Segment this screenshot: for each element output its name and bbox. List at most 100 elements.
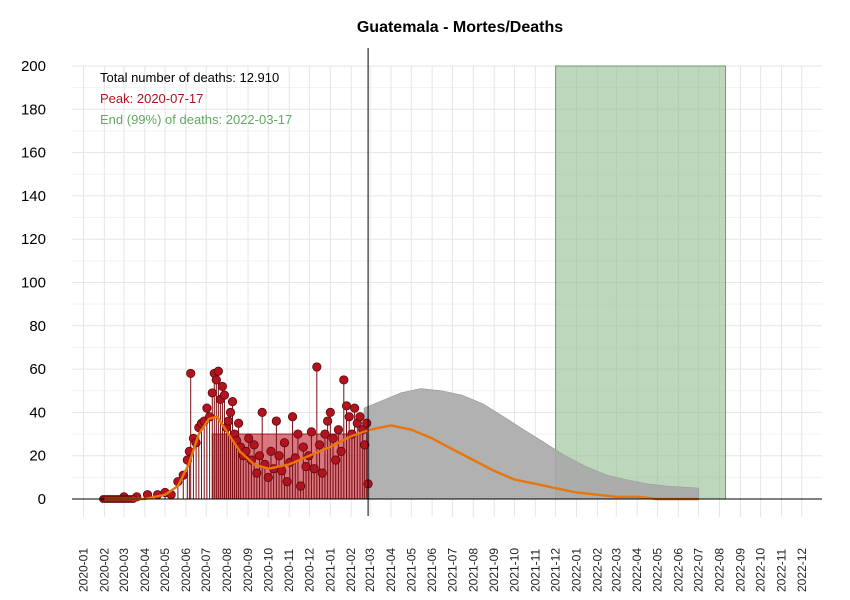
data-point	[263, 472, 273, 482]
x-tick-label: 2020-03	[117, 548, 131, 592]
data-point	[223, 416, 234, 426]
data-point	[314, 440, 325, 450]
x-tick-label: 2022-04	[630, 548, 644, 592]
data-point	[328, 433, 338, 443]
data-point	[287, 412, 298, 422]
data-point	[336, 446, 346, 456]
fit-layer	[104, 415, 699, 501]
x-tick-label: 2021-12	[549, 548, 563, 592]
x-tick-label: 2022-11	[775, 549, 789, 592]
data-point	[309, 464, 319, 474]
data-point	[213, 366, 223, 376]
x-tick-label: 2022-07	[692, 548, 706, 592]
total-deaths-annotation: Total number of deaths: 12.910	[100, 70, 279, 85]
x-tick-label: 2021-07	[445, 548, 459, 592]
projection-area	[363, 388, 699, 500]
data-point	[344, 412, 354, 422]
data-point	[355, 412, 365, 422]
x-tick-label: 2020-05	[158, 548, 172, 592]
data-point	[266, 446, 276, 456]
data-point	[325, 407, 335, 417]
data-point	[317, 468, 327, 478]
x-tick-label: 2022-06	[671, 548, 685, 592]
data-point	[360, 440, 370, 450]
x-tick-label: 2020-10	[261, 548, 275, 592]
y-tick-label: 180	[21, 101, 46, 118]
data-point	[227, 396, 238, 407]
chart-title: Guatemala - Mortes/Deaths	[357, 19, 563, 36]
x-tick-label: 2022-01	[569, 548, 583, 592]
data-point	[323, 416, 333, 426]
y-tick-label: 140	[21, 188, 46, 205]
data-point	[252, 468, 262, 478]
x-tick-label: 2022-12	[795, 548, 809, 592]
y-tick-label: 120	[21, 231, 46, 248]
y-tick-label: 200	[21, 58, 46, 75]
data-point	[254, 451, 265, 461]
data-point	[362, 418, 372, 428]
x-tick-label: 2020-08	[220, 548, 234, 592]
data-point	[341, 401, 352, 411]
x-tick-label: 2020-09	[241, 548, 255, 592]
end-band	[555, 65, 727, 500]
x-tick-label: 2021-03	[363, 548, 377, 592]
x-tick-label: 2022-02	[590, 548, 604, 592]
bands-layer	[211, 65, 727, 500]
data-point	[293, 429, 303, 439]
data-point	[211, 375, 221, 385]
x-tick-label: 2020-06	[179, 548, 193, 592]
data-point	[217, 381, 228, 392]
data-point	[249, 440, 259, 450]
x-tick-label: 2021-11	[528, 549, 542, 592]
data-point	[225, 407, 236, 417]
axes-layer	[72, 48, 822, 516]
x-tick-label: 2021-04	[384, 548, 398, 592]
x-tick-label: 2022-10	[754, 548, 768, 592]
data-point	[186, 368, 196, 379]
data-point	[271, 416, 281, 426]
x-tick-label: 2022-08	[712, 548, 726, 592]
data-point	[301, 461, 311, 472]
x-tick-label: 2022-03	[609, 548, 623, 592]
x-tick-label: 2020-01	[76, 548, 90, 592]
data-point	[312, 362, 322, 372]
y-tick-label: 160	[21, 145, 46, 162]
data-point	[257, 407, 267, 417]
x-tick-label: 2021-02	[344, 548, 358, 592]
data-point	[219, 390, 230, 400]
x-tick-labels: 2020-01 2020-02 2020-03 2020-04 2020-05 2020-…	[76, 548, 808, 592]
x-tick-label: 2022-09	[733, 548, 747, 592]
data-point	[274, 451, 284, 461]
x-tick-label: 2020-02	[97, 548, 111, 592]
x-tick-label: 2021-10	[507, 548, 521, 592]
data-point	[244, 433, 254, 443]
projection-layer	[363, 388, 699, 500]
data-point	[282, 477, 292, 487]
y-tick-label: 0	[38, 491, 46, 508]
fitted-curve	[104, 415, 699, 501]
y-tick-label: 100	[21, 275, 46, 292]
data-point	[320, 429, 330, 439]
data-point	[333, 425, 344, 435]
data-point	[349, 403, 360, 413]
peak-annotation: Peak: 2020-07-17	[100, 91, 203, 106]
y-tick-label: 40	[29, 404, 46, 421]
x-tick-label: 2021-06	[425, 548, 439, 592]
x-tick-label: 2020-04	[138, 548, 152, 592]
data-point	[298, 442, 308, 452]
x-tick-label: 2021-05	[404, 548, 418, 592]
data-point	[202, 403, 212, 413]
x-tick-label: 2020-07	[199, 548, 213, 592]
data-point	[207, 388, 217, 398]
data-point	[279, 438, 290, 448]
data-point	[339, 375, 349, 385]
x-tick-label: 2021-01	[323, 548, 337, 592]
x-tick-label: 2022-05	[650, 548, 664, 592]
data-point	[246, 455, 257, 465]
data-point	[296, 481, 306, 491]
data-point	[277, 466, 287, 476]
y-tick-label: 60	[29, 361, 46, 378]
y-tick-label: 20	[29, 448, 46, 465]
data-point	[233, 418, 244, 428]
